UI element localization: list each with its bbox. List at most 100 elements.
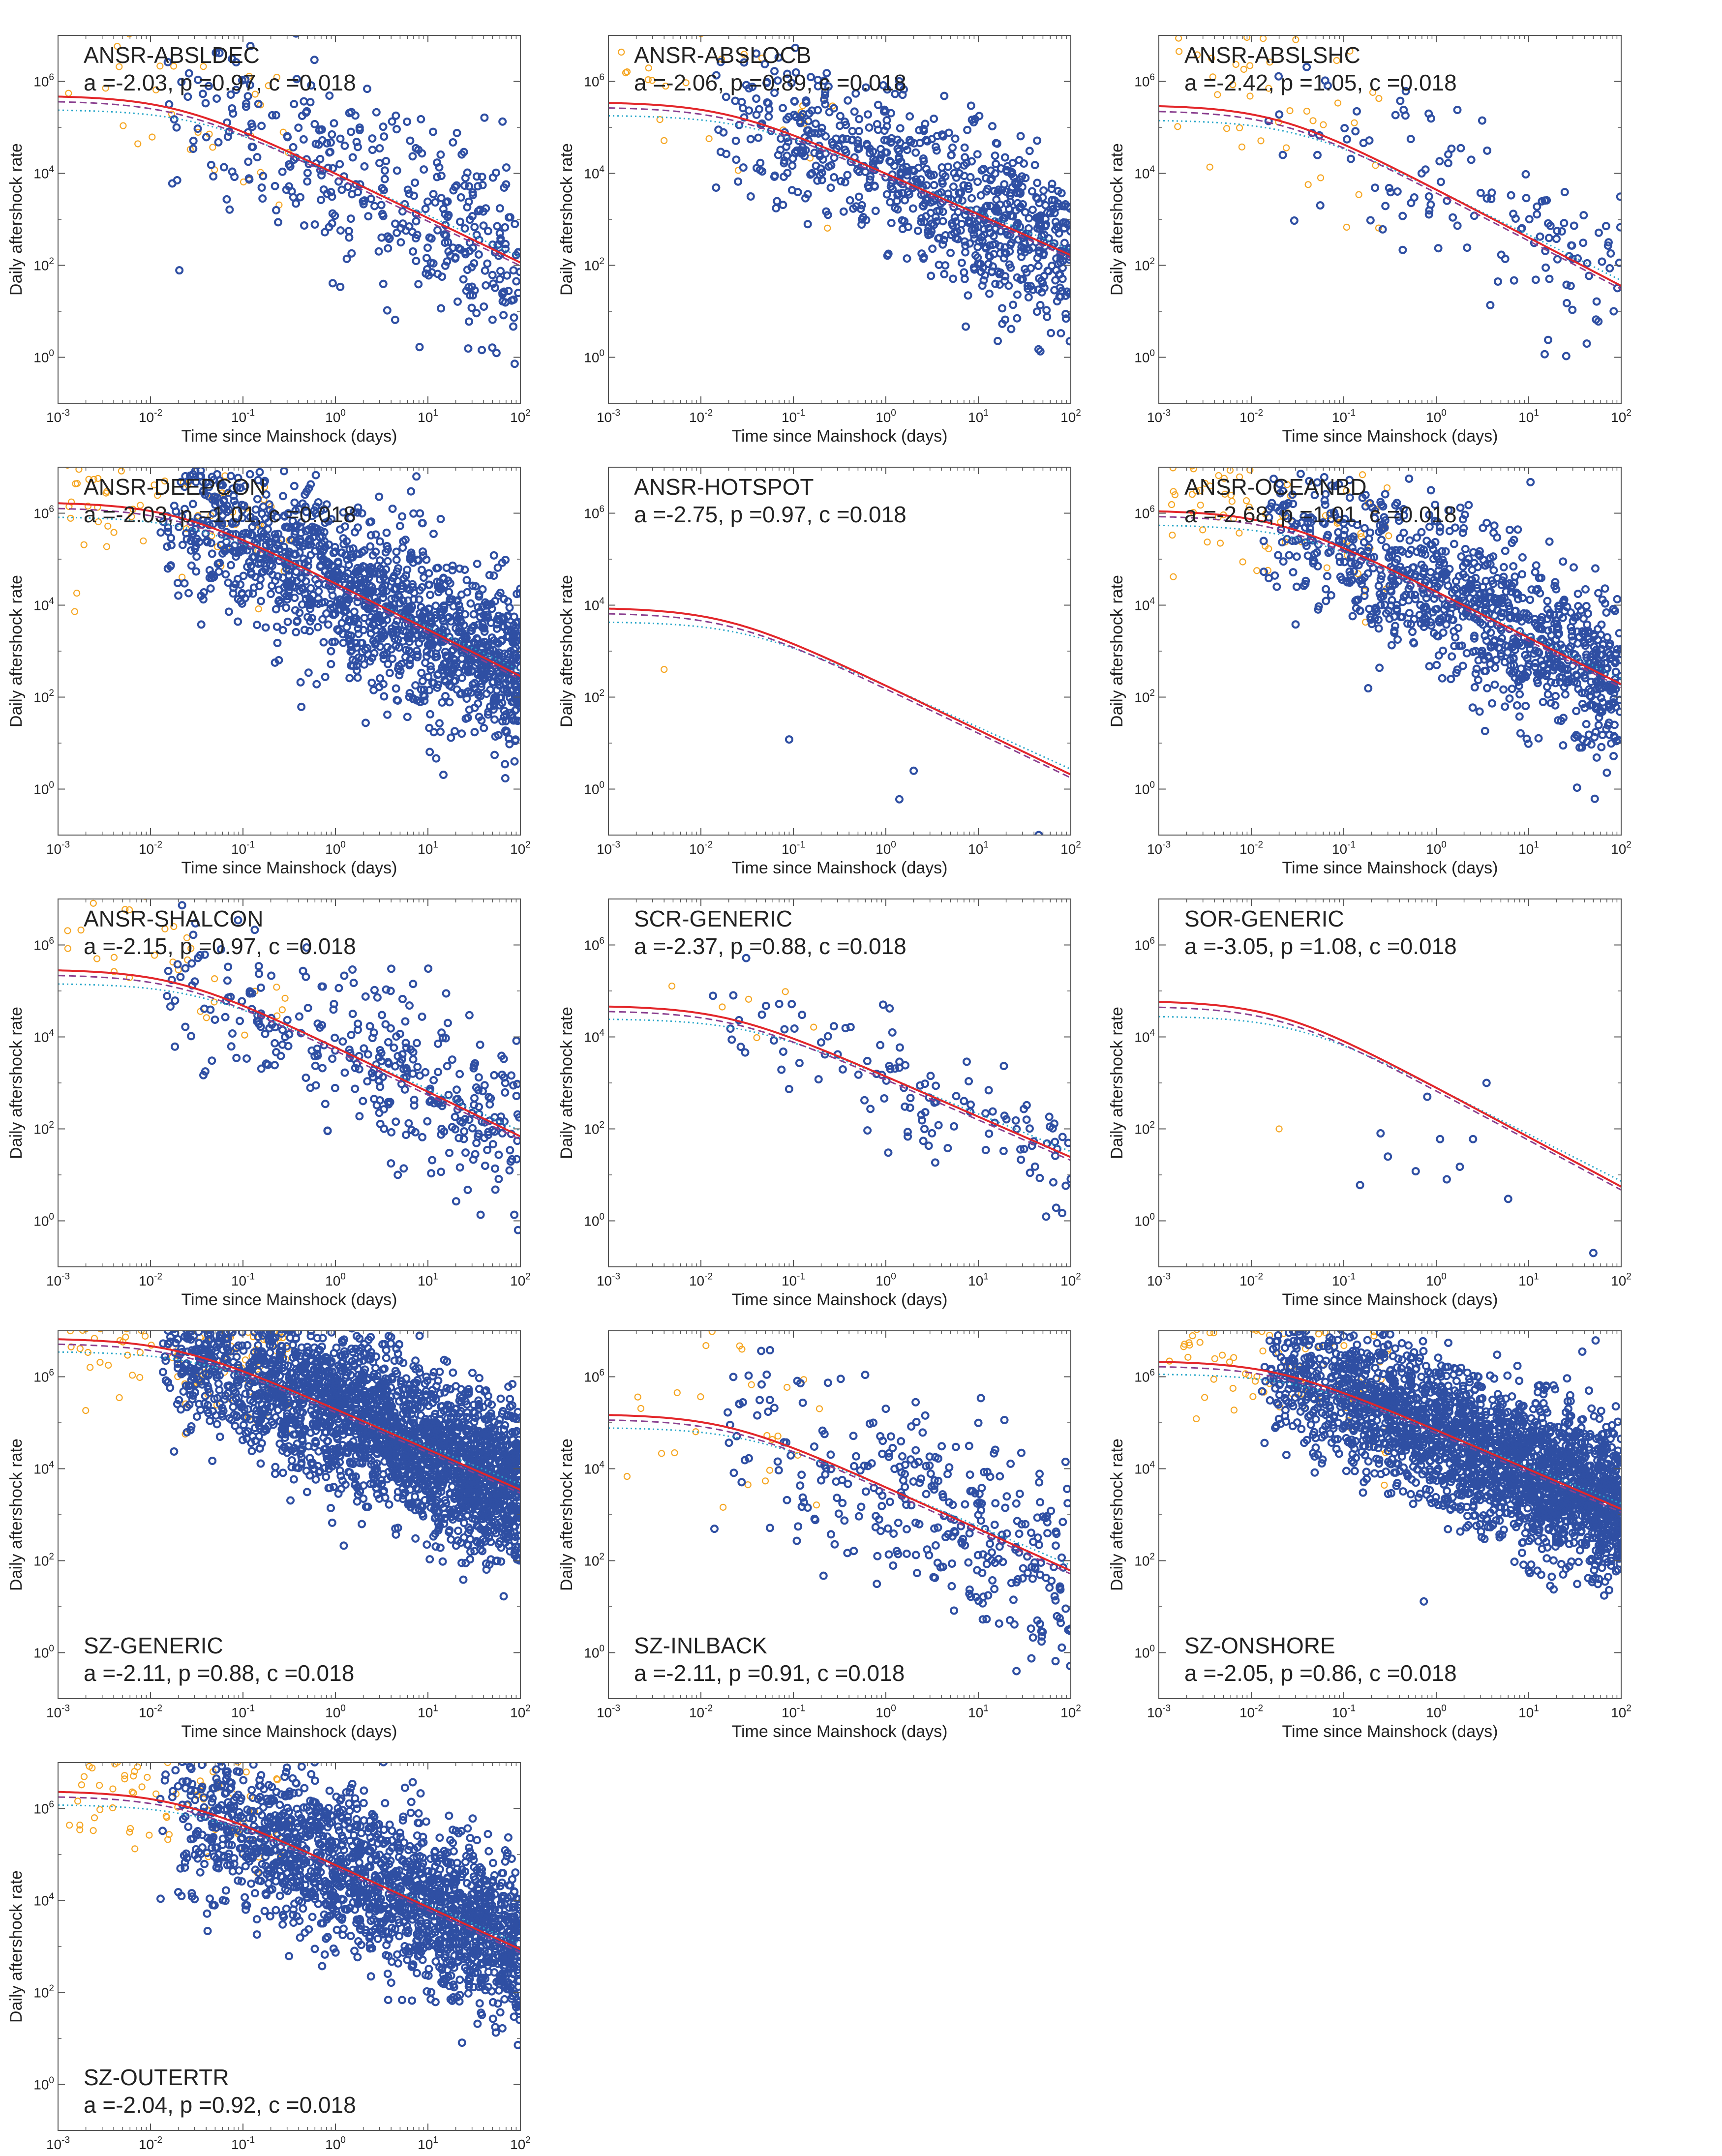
aftershock-point — [933, 207, 941, 215]
aftershock-point — [314, 587, 323, 596]
aftershock-point — [961, 248, 970, 257]
aftershock-point — [261, 623, 270, 632]
aftershock-point — [502, 163, 511, 172]
fit-curve-dashed — [608, 107, 1071, 259]
aftershock-point — [310, 120, 319, 128]
aftershock-point — [962, 322, 970, 331]
aftershock-point — [1457, 552, 1466, 561]
aftershock-point — [803, 190, 812, 199]
aftershock-point — [740, 58, 749, 67]
aftershock-point — [949, 274, 958, 283]
aftershock-point — [1469, 647, 1478, 656]
aftershock-point — [510, 313, 518, 322]
aftershock-point — [501, 1088, 510, 1097]
aftershock-point — [1380, 588, 1389, 597]
aftershock-point — [1274, 551, 1283, 560]
aftershock-point — [1450, 539, 1458, 548]
aftershock-point — [193, 445, 200, 451]
aftershock-point — [370, 202, 379, 210]
aftershock-point — [953, 161, 962, 170]
aftershock-point — [1454, 624, 1463, 632]
aftershock-point — [1437, 574, 1446, 583]
aftershock-point — [189, 136, 198, 145]
aftershock-point — [1390, 629, 1399, 637]
aftershock-point — [1597, 659, 1605, 668]
aftershock-point — [1562, 299, 1571, 307]
aftershock-point — [464, 283, 473, 292]
aftershock-point — [1572, 707, 1581, 716]
aftershock-point — [1309, 559, 1318, 568]
aftershock-point — [405, 637, 414, 646]
aftershock-point — [393, 228, 401, 237]
panel-title: ANSR-ABSLOCB — [634, 42, 811, 68]
aftershock-point — [1463, 243, 1472, 252]
aftershock-point — [953, 235, 962, 243]
x-tick-label: 101 — [1518, 408, 1539, 425]
aftershock-point — [950, 213, 959, 222]
aftershock-point — [817, 176, 826, 184]
y-tick-label: 106 — [1134, 504, 1155, 521]
aftershock-point — [224, 578, 233, 587]
aftershock-point — [1445, 527, 1454, 536]
aftershock-point — [232, 1053, 241, 1062]
aftershock-point — [379, 122, 388, 131]
aftershock-point — [1499, 609, 1508, 618]
aftershock-point — [310, 56, 319, 64]
aftershock-point — [930, 180, 938, 189]
early-aftershock-point — [1253, 567, 1261, 574]
aftershock-point — [1459, 524, 1468, 533]
aftershock-point — [973, 178, 982, 186]
aftershock-point — [244, 174, 253, 183]
x-axis-label: Time since Mainshock (days) — [181, 427, 397, 446]
aftershock-point — [1426, 618, 1435, 627]
aftershock-point — [376, 674, 385, 683]
aftershock-point — [272, 206, 280, 214]
aftershock-point — [799, 110, 808, 119]
aftershock-point — [1508, 685, 1516, 693]
aftershock-point — [731, 136, 740, 145]
aftershock-point — [1594, 625, 1602, 633]
early-aftershock-point — [1343, 487, 1350, 494]
y-axis-label: Daily aftershock rate — [7, 575, 26, 727]
aftershock-point — [318, 1021, 327, 1030]
aftershock-point — [864, 110, 873, 119]
early-aftershock-point — [84, 503, 92, 510]
aftershock-point — [197, 620, 206, 629]
aftershock-point — [813, 176, 822, 185]
aftershock-point — [1021, 174, 1030, 182]
x-tick-label: 100 — [1426, 408, 1447, 425]
aftershock-point — [483, 710, 492, 719]
aftershock-point — [474, 182, 483, 191]
aftershock-point — [281, 547, 290, 556]
early-aftershock-point — [64, 945, 71, 952]
early-aftershock-point — [1170, 488, 1177, 495]
aftershock-point — [487, 604, 496, 613]
aftershock-point — [436, 150, 445, 159]
aftershock-point — [1468, 703, 1477, 712]
aftershock-point — [927, 219, 936, 228]
early-aftershock-point — [648, 77, 656, 84]
aftershock-point — [396, 238, 405, 247]
early-aftershock-point — [1232, 60, 1239, 68]
x-axis-label: Time since Mainshock (days) — [732, 859, 948, 877]
aftershock-point — [981, 174, 990, 182]
aftershock-point — [474, 620, 483, 629]
aftershock-point — [331, 543, 339, 552]
aftershock-point — [1276, 489, 1285, 498]
aftershock-point — [224, 607, 233, 616]
aftershock-point — [437, 1130, 446, 1139]
aftershock-point — [335, 160, 344, 169]
aftershock-point — [1479, 524, 1487, 533]
aftershock-point — [490, 1164, 499, 1173]
aftershock-point — [1610, 689, 1619, 697]
aftershock-point — [1408, 628, 1417, 636]
aftershock-point — [218, 511, 227, 520]
aftershock-point — [1551, 616, 1560, 625]
aftershock-point — [1439, 613, 1448, 622]
aftershock-point — [492, 349, 501, 358]
fit-curve-dashed — [1159, 111, 1621, 290]
aftershock-point — [1486, 300, 1495, 309]
aftershock-point — [285, 571, 294, 580]
aftershock-point — [931, 143, 940, 151]
aftershock-point — [1598, 730, 1607, 739]
